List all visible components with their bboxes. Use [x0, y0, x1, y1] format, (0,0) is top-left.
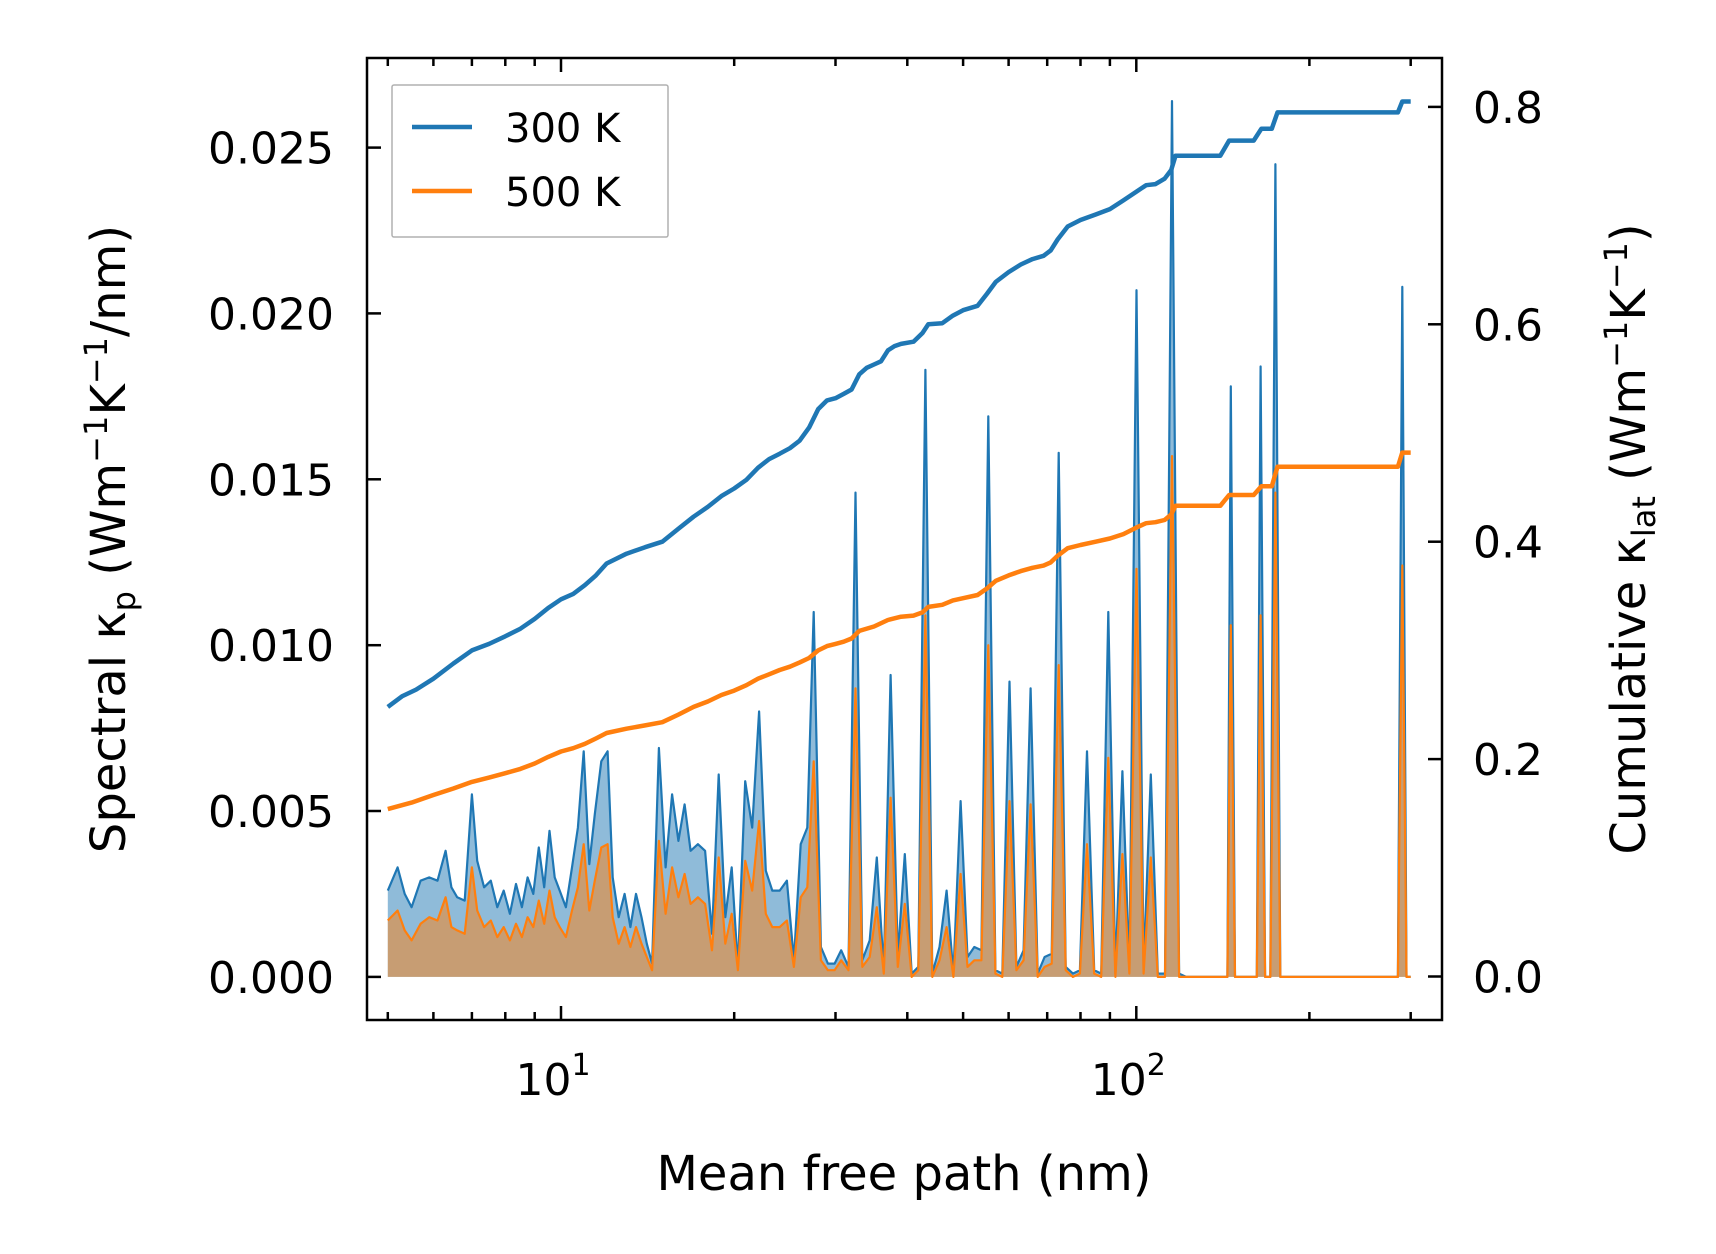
spectral-line-300k: [386, 99, 1411, 979]
right-y-tick-label: 0.6: [1473, 300, 1543, 351]
left-label-sup: −1: [77, 416, 115, 463]
left-label-sub: p: [105, 591, 143, 611]
left-label-part: Spectral κ: [81, 611, 137, 853]
left-label-part: /nm): [81, 225, 137, 337]
right-y-tick-label: 0.2: [1473, 735, 1543, 786]
left-label-part: K: [81, 383, 137, 416]
x-tick-label: 101: [515, 1048, 590, 1106]
cumulative-line-500k: [387, 450, 1411, 812]
right-label-part: ): [1601, 223, 1657, 242]
right-label-part: (Wm: [1601, 368, 1657, 496]
right-y-axis: 0.0 0.2 0.4 0.6 0.8: [1428, 83, 1543, 1004]
x-axis: 101 102: [386, 58, 1412, 1106]
x-axis-label: Mean free path (nm): [657, 1146, 1152, 1202]
left-y-axis-label: Spectral κp (Wm−1K−1/nm): [77, 225, 143, 853]
right-y-tick-label: 0.8: [1473, 83, 1543, 134]
right-y-tick-label: 0.4: [1473, 518, 1543, 569]
right-label-part: Cumulative κ: [1601, 537, 1657, 855]
left-y-tick-label: 0.005: [208, 787, 334, 838]
left-y-tick-label: 0.010: [208, 621, 334, 672]
cumulative-line-300k: [386, 99, 1411, 709]
spectral-fill-500k: [387, 456, 1411, 977]
cumulative-layer: [386, 99, 1411, 812]
right-label-sub: lat: [1625, 496, 1663, 537]
right-label-sup: −1: [1597, 242, 1635, 289]
x-tick-label: 102: [1091, 1048, 1166, 1106]
legend-label-500k: 500 K: [505, 170, 622, 216]
left-y-tick-label: 0.020: [208, 289, 334, 340]
legend-box: [391, 84, 669, 238]
left-y-tick-label: 0.000: [208, 953, 334, 1004]
right-label-sup: −1: [1597, 321, 1635, 368]
left-label-sup: −1: [77, 337, 115, 384]
plot-frame: [365, 56, 1444, 1022]
legend-label-300k: 300 K: [505, 106, 622, 152]
spectral-layer: [386, 99, 1411, 979]
right-y-axis-label: Cumulative κlat (Wm−1K−1): [1597, 223, 1663, 854]
right-y-tick-label: 0.0: [1473, 953, 1543, 1004]
left-y-tick-label: 0.025: [208, 124, 334, 175]
left-y-tick-label: 0.015: [208, 455, 334, 506]
right-label-part: K: [1601, 288, 1657, 321]
spectral-fill-300k: [387, 101, 1411, 977]
left-y-axis: 0.000 0.005 0.010 0.015 0.020 0.025: [208, 124, 381, 1004]
left-label-part: (Wm: [81, 463, 137, 591]
spectral-line-500k: [387, 455, 1411, 979]
legend: 300 K 500 K: [391, 84, 669, 238]
